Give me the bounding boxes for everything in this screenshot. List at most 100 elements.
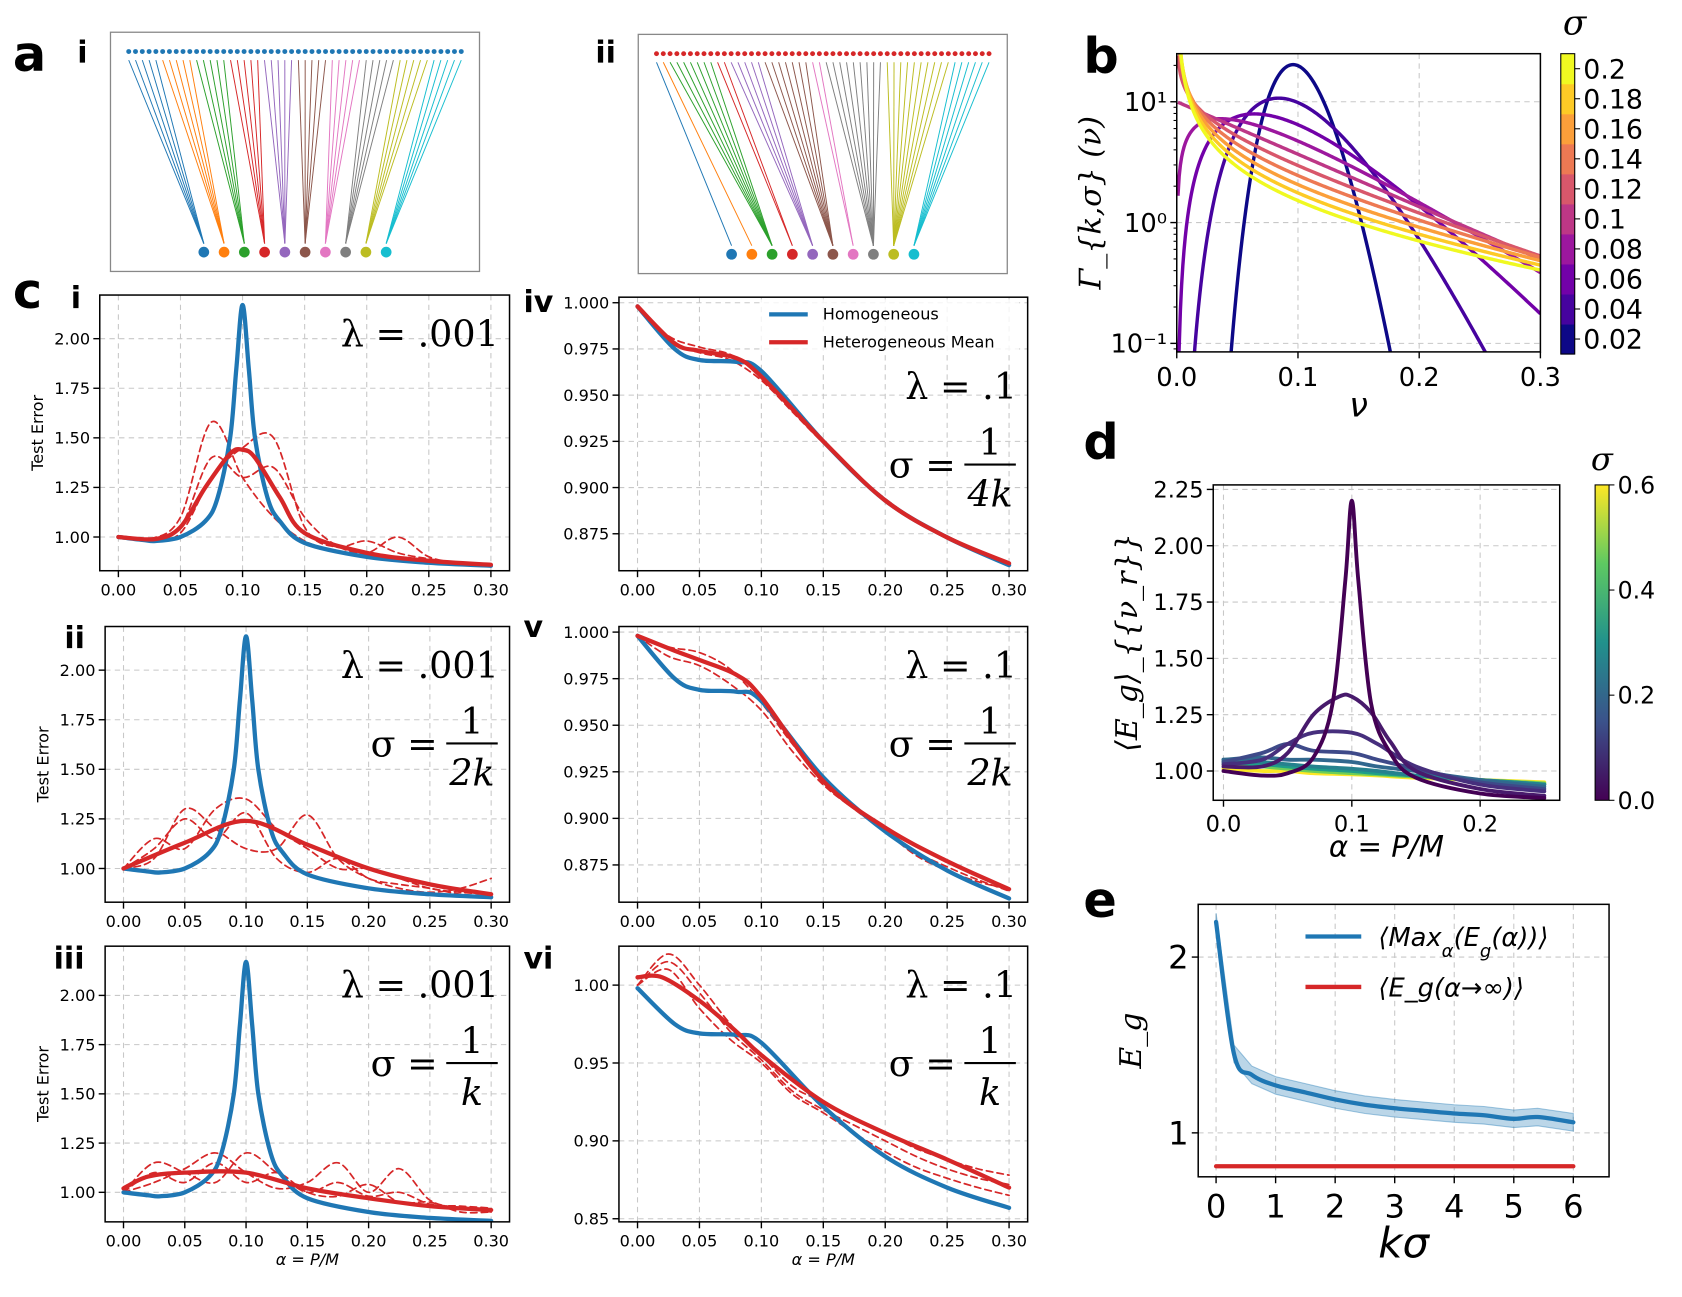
input-node [905,51,911,57]
sigma-numerator: 1 [979,1019,1002,1062]
x-tick-label: 0.25 [929,912,965,931]
input-node [316,49,322,55]
chart-c-i: 0.00 0.05 0.10 0.15 0.20 0.25 0.30 1.00 1.25 1.50… [28,294,511,599]
output-node [340,246,352,258]
input-node [708,51,714,57]
chart-c-v: 0.00 0.05 0.10 0.15 0.20 0.25 0.30 0.875 0.900 0.… [563,623,1029,931]
panel-letter-e: e [1083,871,1116,929]
plot-area [1213,913,1576,1169]
colorbar-tick-label: 0.1 [1583,205,1626,236]
connection-line [155,59,205,244]
x-tick-label: 0.05 [682,580,718,599]
connection-line [683,62,773,246]
connection-line [324,60,360,244]
colorbar-bar [1594,484,1610,801]
input-node [282,49,288,55]
x-tick-label: 0.25 [929,1232,965,1251]
plot-area [635,304,1012,568]
output-node [198,246,210,258]
sublabel-c-ii: ii [64,621,85,656]
connection-line [385,59,455,244]
connection-line [216,60,245,244]
connection-line [757,62,814,246]
connection-line [324,60,347,244]
y-tick-label: 1.50 [60,760,96,779]
output-node [360,246,372,258]
x-tick-label: 0.25 [412,1232,448,1251]
y-tick-label: 1.00 [60,1183,96,1202]
chart-d: 0.0 0.1 0.2 1.00 1.25 1.50 1.75 2.00 2.25 ⟨E_g⟩_{… [1110,440,1655,864]
y-tick-label: 1.75 [1153,590,1203,616]
x-tick-label: 0.30 [473,580,509,599]
connection-line [385,59,449,244]
connection-line [689,62,773,246]
sigma-denominator: 4k [966,472,1012,515]
output-node [827,248,839,260]
connection-line [730,62,814,246]
connection-line [751,62,814,246]
input-node [769,51,775,57]
input-node [796,51,802,57]
x-tick-label: 0.10 [743,1232,779,1251]
y-axis-label: E_g [1114,1013,1149,1070]
output-node [746,248,758,260]
connection-line [297,60,306,244]
input-node [424,49,430,55]
y-tick-label: 2.00 [60,986,96,1005]
input-node [877,51,883,57]
gamma-curve [1179,53,1541,267]
y-tick-label: 0.95 [573,1054,609,1073]
y-tick-label: 1.50 [60,1085,96,1104]
x-tick-label: 0.10 [228,1232,264,1251]
colorbar: 0.0 0.2 0.4 0.6σ [1591,440,1655,815]
connection-line [270,60,286,244]
x-tick-label: 0.25 [411,580,447,599]
input-node [749,51,754,57]
connection-line [284,60,293,244]
input-node [742,51,748,57]
connection-line [723,62,793,246]
output-node [807,248,818,260]
x-tick-label: 0.30 [991,580,1027,599]
colorbar-band [1560,293,1575,325]
input-node [343,49,349,55]
x-tick-label: 0.10 [228,912,264,931]
x-tick-label: 0.30 [991,1232,1027,1251]
lambda-annotation: λ = .001 [341,313,499,356]
connection-line [676,62,773,246]
homogeneous-line [121,959,494,1222]
connection-line [385,59,462,244]
colorbar-tick-label: 0.08 [1583,235,1643,266]
connection-line [818,62,854,246]
gamma-curve [1178,53,1541,259]
connection-line [324,60,354,244]
connection-line [202,60,245,244]
connection-line [744,62,814,246]
legend-entry: Heterogeneous Mean [823,333,995,352]
connection-line [737,62,814,246]
output-node [238,246,250,258]
input-node [200,49,206,55]
sigma-prefix: σ = [371,1042,438,1085]
output-node [908,248,920,260]
connection-line [365,60,401,244]
output-node [380,246,392,258]
input-node [803,51,809,57]
input-node [986,51,992,57]
input-node [681,51,687,57]
x-tick-label: 0.2 [1462,811,1498,837]
connection-line [872,62,881,246]
input-node [153,49,159,55]
input-node [207,49,213,55]
input-node [762,51,768,57]
x-axis-label: α = P/M [792,1250,855,1269]
sigma-curve [1221,498,1547,800]
sigma-denominator: 2k [448,751,494,794]
input-node [268,49,274,55]
input-node [234,49,240,55]
x-tick-label: 5 [1504,1188,1524,1226]
x-tick-label: 0.0 [1156,363,1197,393]
input-node [139,49,145,55]
connection-line [893,62,922,246]
input-node [823,51,829,57]
